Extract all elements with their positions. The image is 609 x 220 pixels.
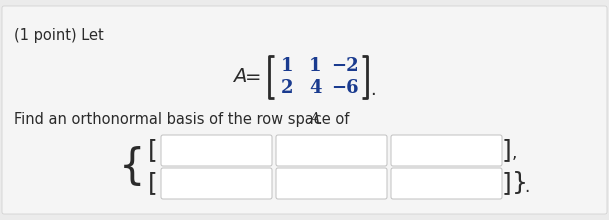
Text: [: [ [148,172,158,196]
FancyBboxPatch shape [161,135,272,166]
Text: {: { [119,146,145,188]
FancyBboxPatch shape [2,6,607,214]
FancyBboxPatch shape [391,135,502,166]
Text: .: . [524,178,529,196]
FancyBboxPatch shape [276,168,387,199]
Text: Find an orthonormal basis of the row space of: Find an orthonormal basis of the row spa… [14,112,354,127]
Text: ]: ] [502,172,512,196]
Text: ,: , [512,145,518,163]
Text: 1: 1 [281,57,294,75]
Text: .: . [317,112,322,127]
Text: 1: 1 [309,57,322,75]
Text: [: [ [148,139,158,163]
Text: 4: 4 [309,79,322,97]
Text: A: A [309,112,320,126]
Text: =: = [244,68,261,86]
Text: .: . [370,81,376,99]
FancyBboxPatch shape [391,168,502,199]
FancyBboxPatch shape [161,168,272,199]
FancyBboxPatch shape [276,135,387,166]
Text: (1 point) Let: (1 point) Let [14,28,104,43]
Text: $A$: $A$ [232,68,247,86]
Text: 2: 2 [281,79,294,97]
Text: ]: ] [502,139,512,163]
Text: −6: −6 [331,79,359,97]
Text: −2: −2 [331,57,359,75]
Text: }: } [512,172,528,196]
